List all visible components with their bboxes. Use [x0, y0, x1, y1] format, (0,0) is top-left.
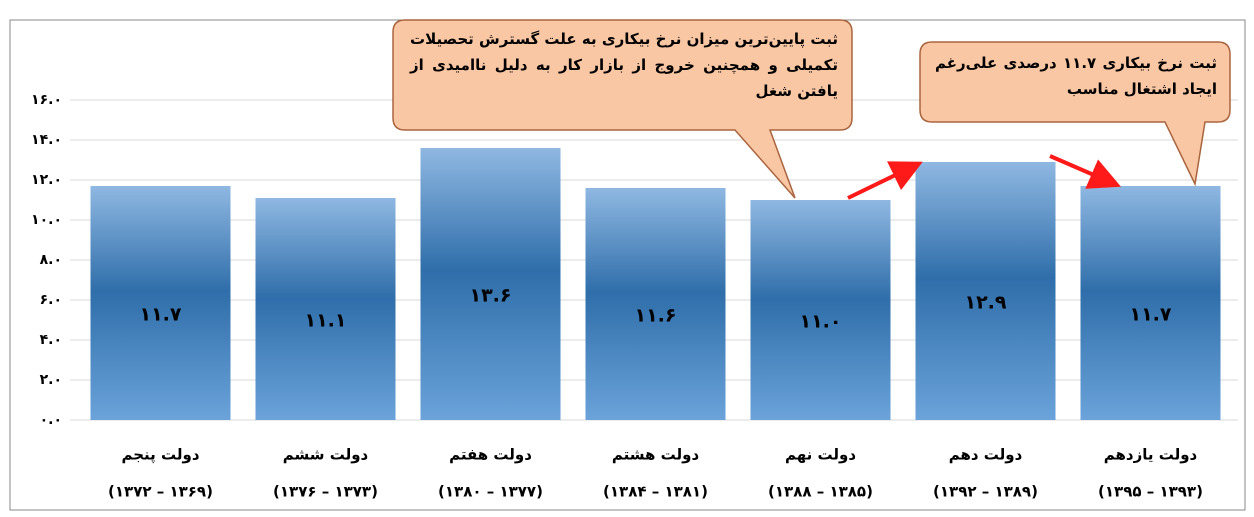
bar [255, 198, 396, 420]
x-tick-label: (۱۳۹۲ – ۱۳۸۹) [933, 483, 1038, 501]
callout-box [919, 41, 1231, 187]
y-tick-label: ۰.۰ [40, 412, 62, 428]
x-tick-label: (۱۳۸۴ – ۱۳۸۱) [603, 483, 708, 501]
x-tick-label: دولت ششم [283, 446, 369, 464]
y-tick-label: ۴.۰ [40, 332, 62, 348]
data-label: ۱۱.۱ [304, 310, 346, 332]
x-tick-label: (۱۳۹۵ – ۱۳۹۳) [1098, 483, 1203, 501]
y-tick-label: ۱۴.۰ [31, 132, 62, 148]
bar [420, 148, 561, 420]
bar [1080, 186, 1221, 420]
bar [750, 200, 891, 420]
data-label: ۱۱.۷ [1129, 304, 1171, 326]
y-tick-label: ۸.۰ [40, 252, 62, 268]
y-tick-label: ۱۶.۰ [31, 92, 62, 108]
x-tick-label: دولت دهم [949, 446, 1023, 464]
x-tick-label: دولت یازدهم [1104, 446, 1198, 464]
callouts [392, 19, 1231, 200]
arrow [847, 161, 923, 200]
bar [585, 188, 726, 420]
data-label: ۱۱.۶ [634, 305, 676, 327]
annotation: ثبت پایین‌ترین میزان نرخ بیکاری به علت گ… [410, 30, 838, 100]
bar [90, 186, 231, 420]
data-label: ۱۱.۷ [139, 304, 181, 326]
x-tick-label: دولت پنجم [121, 446, 199, 465]
callout-box [392, 19, 853, 199]
x-tick-label: دولت هفتم [449, 446, 532, 464]
data-label: ۱۳.۶ [469, 285, 511, 307]
bar [915, 162, 1056, 420]
x-tick-label: دولت هشتم [612, 446, 700, 464]
y-tick-label: ۲.۰ [40, 372, 62, 388]
x-tick-label: (۱۳۷۶ – ۱۳۷۳) [273, 483, 378, 501]
x-tick-label: (۱۳۸۸ – ۱۳۸۵) [768, 483, 873, 501]
y-tick-label: ۶.۰ [40, 292, 62, 308]
x-tick-label: (۱۳۸۰ – ۱۳۷۷) [438, 483, 543, 501]
arrow [1049, 154, 1122, 189]
annotation: ثبت نرخ بیکاری ۱۱.۷ درصدی علی‌رغم ایجاد … [935, 54, 1217, 98]
y-tick-label: ۱۲.۰ [31, 172, 62, 188]
data-label: ۱۱.۰ [799, 311, 841, 333]
x-tick-label: (۱۳۷۲ – ۱۳۶۹) [108, 483, 213, 501]
x-tick-label: دولت نهم [785, 446, 856, 464]
y-tick-label: ۱۰.۰ [31, 212, 62, 228]
data-label: ۱۲.۹ [964, 292, 1006, 314]
